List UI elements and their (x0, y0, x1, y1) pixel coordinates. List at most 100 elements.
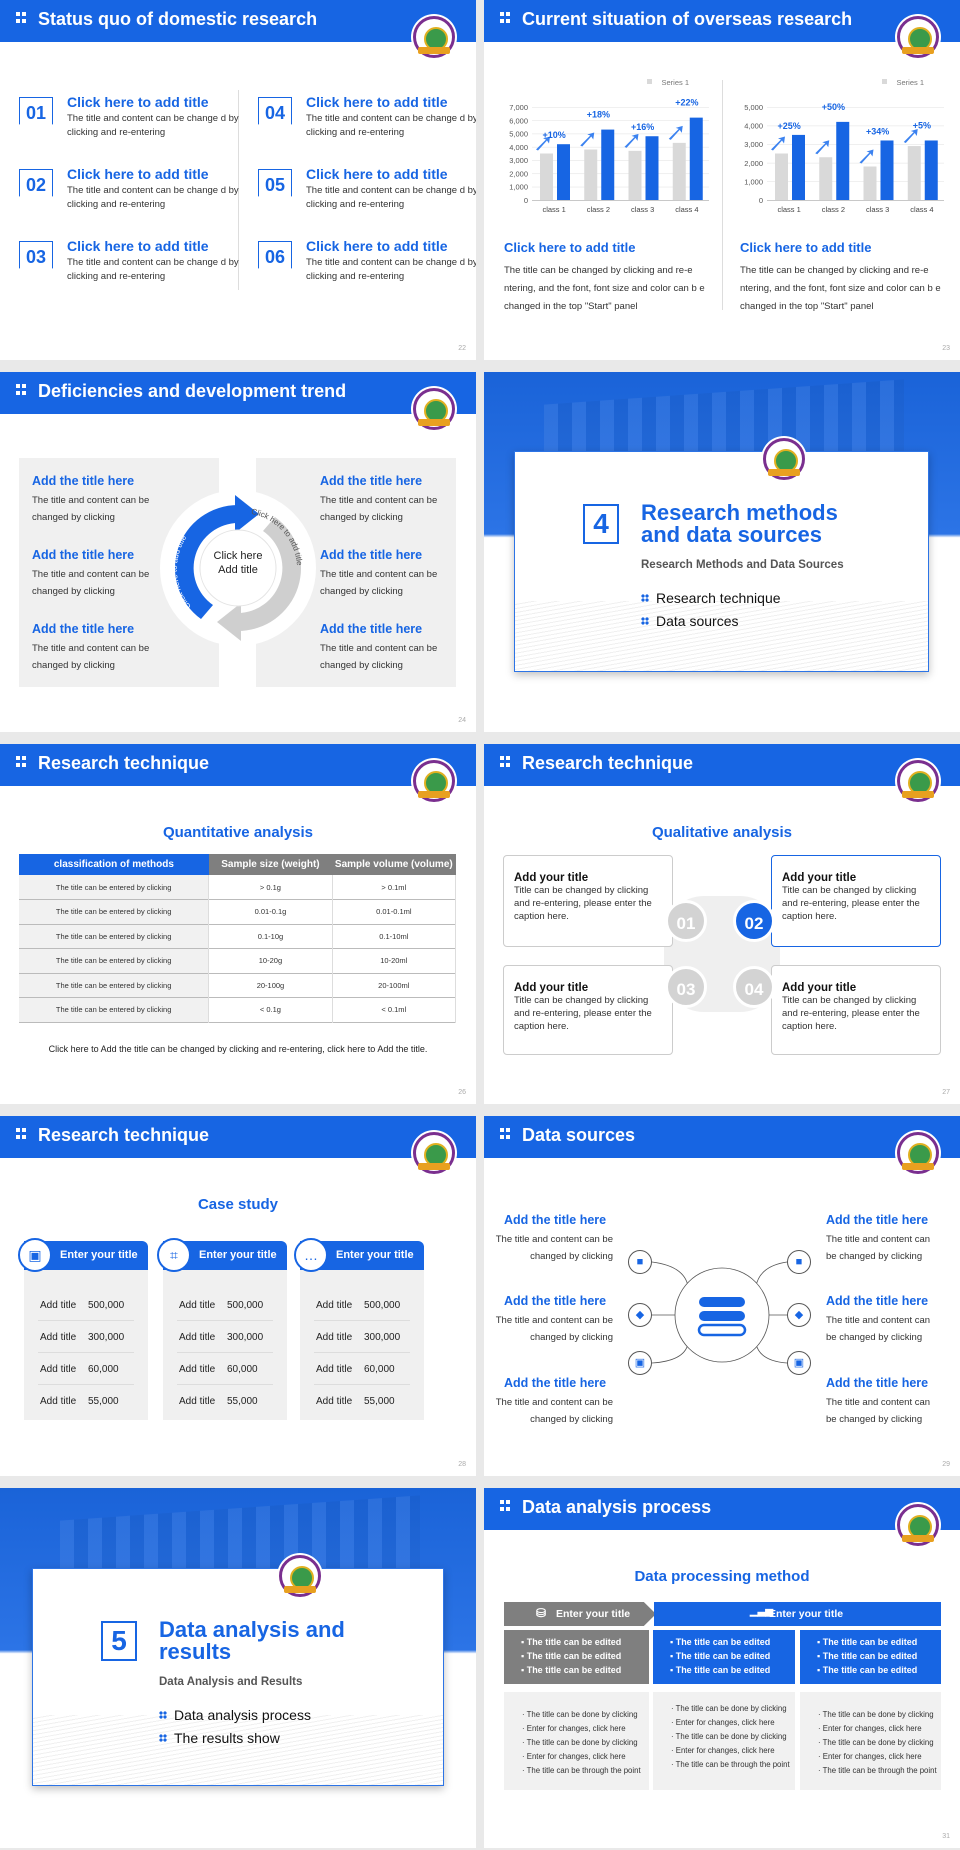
item-title[interactable]: Add the title here (32, 474, 135, 488)
row-value: 300,000 (88, 1332, 125, 1343)
text-box[interactable]: Add your title Title can be changed by cl… (503, 855, 673, 947)
table-row[interactable]: The title can be entered by clicking 20-1… (19, 973, 457, 998)
slide-26[interactable]: Research technique 26 Quantitative analysi… (0, 744, 476, 1104)
slide-23[interactable]: Current situation of overseas research 23… (484, 0, 960, 360)
section-link[interactable]: Research technique (641, 590, 781, 606)
item-desc: The title and content can be change d by… (306, 185, 476, 210)
header-right[interactable]: ▁▃▅ Enter your title (654, 1602, 941, 1626)
card-title: Enter your title (336, 1249, 414, 1261)
bar-blue (836, 121, 850, 200)
x-tick-label: class 3 (866, 205, 889, 214)
item-desc: The title and content can be changed by … (320, 643, 438, 671)
top-item: ▪ The title can be edited (670, 1651, 771, 1661)
slide-31[interactable]: Data analysis process 31 Data processing m… (484, 1488, 960, 1848)
slide-25[interactable]: 254Research methods and data sourcesRese… (484, 372, 960, 732)
section-subtitle: Case study (197, 1196, 279, 1213)
y-tick-label: 4,000 (509, 143, 528, 152)
item-title[interactable]: Click here to add title (67, 94, 209, 110)
bar-blue (792, 134, 805, 200)
link-label: Data sources (656, 613, 739, 629)
item-desc: The title and content can be changed by … (495, 1397, 613, 1425)
top-item: ▪ The title can be edited (670, 1637, 771, 1647)
table-row[interactable]: The title can be entered by clicking 10-2… (19, 948, 457, 973)
section-link[interactable]: Data sources (641, 613, 738, 629)
item-title[interactable]: Add the title here (826, 1376, 929, 1390)
slide-28[interactable]: Research technique 28 Case study Enter your… (0, 1116, 476, 1476)
slide-27[interactable]: Research technique 27 Qualitative analysis… (484, 744, 960, 1104)
block-desc: The title can be changed by clicking and… (504, 265, 705, 312)
row-divider (177, 1320, 273, 1321)
gridline (767, 144, 944, 145)
slide-22[interactable]: Status quo of domestic research 22 01 Click… (0, 0, 476, 360)
grid-dots-icon (16, 1128, 28, 1142)
row-label: Add title (316, 1300, 353, 1311)
y-tick-label: 3,000 (744, 140, 763, 149)
x-axis (532, 200, 709, 201)
section-title[interactable]: Data analysis and results (159, 1617, 345, 1664)
section-title[interactable]: Research methods and data sources (641, 500, 838, 547)
table-cell: 0.01-0.1g (208, 899, 333, 924)
y-tick-label: 2,000 (744, 159, 763, 168)
column-bottom: · The title can be done by clicking · Ent… (653, 1692, 795, 1790)
header-left[interactable]: ⛁ Enter your title (504, 1602, 656, 1626)
text-box[interactable]: Add your title Title can be changed by cl… (771, 965, 941, 1055)
table-row[interactable]: The title can be entered by clicking < 0.… (19, 997, 457, 1022)
slide-29[interactable]: Data sources 29 ■ Add the title here The ti… (484, 1116, 960, 1476)
chat-icon: ■ (787, 1250, 811, 1274)
slide-header: Research technique (0, 744, 476, 786)
item-title[interactable]: Click here to add title (67, 166, 209, 182)
table-row[interactable]: The title can be entered by clicking 0.1-… (19, 924, 457, 949)
section-number: 4 (583, 504, 619, 544)
bottom-item: · The title can be done by clicking (522, 1710, 638, 1719)
item-title[interactable]: Add the title here (826, 1213, 929, 1227)
item-title[interactable]: Click here to add title (306, 166, 448, 182)
table-cell: > 0.1ml (332, 875, 457, 900)
section-link[interactable]: The results show (159, 1730, 280, 1746)
box-desc: Title can be changed by clicking and re-… (782, 885, 920, 922)
row-label: Add title (179, 1332, 216, 1343)
table-row[interactable]: The title can be entered by clicking 0.01… (19, 899, 457, 924)
item-title[interactable]: Add the title here (32, 548, 135, 562)
row-value: 55,000 (364, 1396, 395, 1407)
table-cell: 0.01-0.1ml (332, 899, 457, 924)
gridline (532, 160, 709, 161)
growth-label: +34% (866, 126, 889, 136)
item-title[interactable]: Add the title here (320, 474, 423, 488)
item-title[interactable]: Add the title here (320, 622, 423, 636)
table-row[interactable]: The title can be entered by clicking > 0.… (19, 875, 457, 900)
block-title[interactable]: Click here to add title (740, 240, 872, 255)
x-tick-label: class 2 (587, 205, 610, 214)
item-title[interactable]: Add the title here (826, 1294, 929, 1308)
up-arrow-icon (668, 125, 683, 140)
header-label: Enter your title (556, 1608, 631, 1620)
item-title[interactable]: Add the title here (504, 1294, 607, 1308)
bar-blue (689, 117, 703, 200)
table-cell: < 0.1ml (332, 997, 457, 1022)
y-tick-label: 1,000 (509, 183, 528, 192)
shop-icon: ▣ (787, 1351, 811, 1375)
gridline (767, 162, 944, 164)
slide-24[interactable]: Deficiencies and development trend 24 Add … (0, 372, 476, 732)
item-title[interactable]: Click here to add title (67, 238, 209, 254)
table-cell: 20-100ml (332, 973, 457, 998)
item-title[interactable]: Add the title here (320, 548, 423, 562)
slide-title: Current situation of overseas research (522, 9, 853, 29)
grid-dots-icon (500, 12, 512, 26)
row-value: 300,000 (227, 1332, 264, 1343)
text-box[interactable]: Add your title Title can be changed by cl… (771, 855, 941, 947)
text-box[interactable]: Add your title Title can be changed by cl… (503, 965, 673, 1055)
x-tick-label: class 1 (542, 205, 565, 214)
section-link[interactable]: Data analysis process (159, 1707, 311, 1723)
item-title[interactable]: Click here to add title (306, 238, 448, 254)
slide-title: Research technique (38, 1125, 210, 1145)
item-title[interactable]: Click here to add title (306, 94, 448, 110)
column-bottom: · The title can be done by clicking · Ent… (800, 1692, 941, 1790)
item-title[interactable]: Add the title here (504, 1213, 607, 1227)
block-title[interactable]: Click here to add title (504, 240, 636, 255)
center-title[interactable]: Click here Add title (213, 550, 263, 576)
item-title[interactable]: Add the title here (504, 1376, 607, 1390)
bottom-item: · The title can be through the point (671, 1760, 790, 1769)
top-item: ▪ The title can be edited (670, 1665, 771, 1675)
item-title[interactable]: Add the title here (32, 622, 135, 636)
